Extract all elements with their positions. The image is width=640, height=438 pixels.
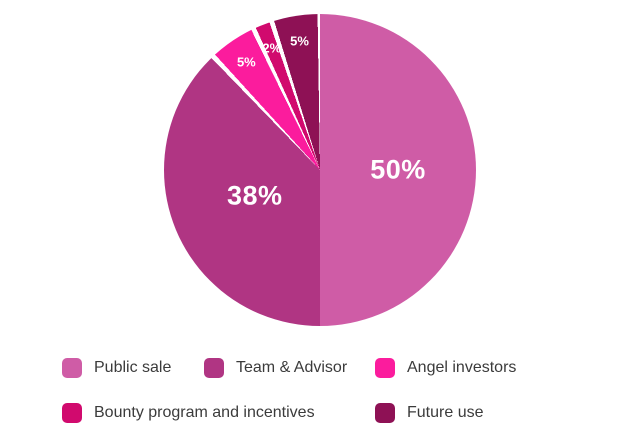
legend-swatch — [204, 358, 224, 378]
legend-swatch — [375, 358, 395, 378]
legend-swatch — [62, 358, 82, 378]
legend-label: Public sale — [94, 359, 172, 376]
legend-item-bounty-program: Bounty program and incentives — [62, 402, 315, 424]
legend-item-team-advisor: Team & Advisor — [204, 357, 347, 379]
pie — [164, 14, 476, 326]
legend-label: Bounty program and incentives — [94, 404, 315, 421]
legend-label: Team & Advisor — [236, 359, 348, 376]
legend-label: Angel investors — [407, 359, 517, 376]
legend-item-future-use: Future use — [375, 402, 483, 424]
legend-swatch — [62, 403, 82, 423]
legend-item-angel-investors: Angel investors — [375, 357, 516, 379]
legend-swatch — [375, 403, 395, 423]
legend-label: Future use — [407, 404, 484, 421]
legend-item-public-sale: Public sale — [62, 357, 171, 379]
